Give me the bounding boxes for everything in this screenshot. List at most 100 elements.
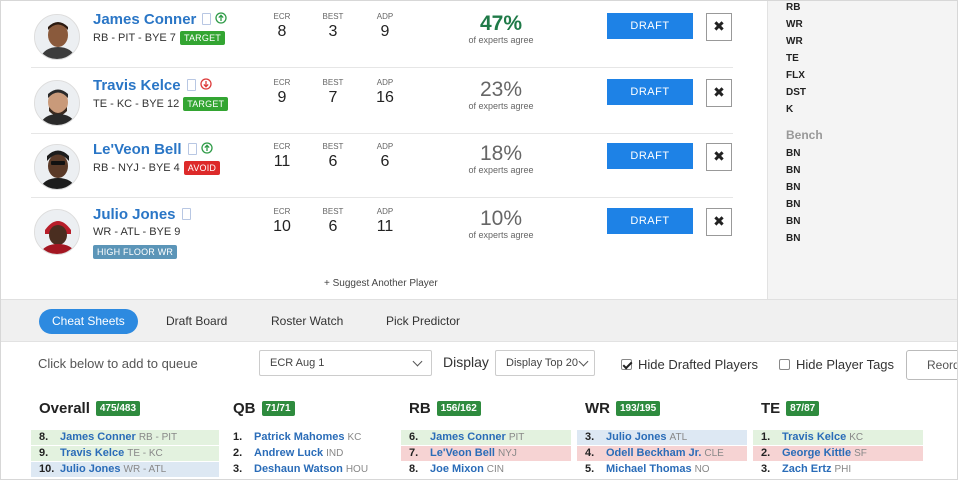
queue-player-name[interactable]: Travis Kelce — [782, 431, 847, 443]
hide-drafted-label[interactable]: Hide Drafted Players — [638, 357, 758, 372]
player-name[interactable]: James Conner — [93, 11, 197, 28]
ecr-value: 11 — [273, 153, 291, 170]
player-avatar — [34, 144, 80, 190]
queue-row[interactable]: 3. Julio Jones ATL — [577, 430, 747, 445]
queue-player-name[interactable]: Andrew Luck — [254, 447, 324, 459]
player-name-link[interactable]: Travis Kelce — [93, 77, 212, 94]
roster-slot: K — [786, 104, 794, 115]
best-value: 3 — [328, 23, 338, 40]
queue-rank: 10. — [39, 463, 55, 475]
queue-player-name[interactable]: James Conner — [60, 431, 136, 443]
bench-slot: BN — [786, 216, 801, 227]
agreement-percent: 10% — [479, 207, 523, 230]
queue-player-name[interactable]: James Conner — [430, 431, 506, 443]
ranking-select-value: ECR Aug 1 — [270, 357, 325, 369]
column-title: QB — [233, 400, 256, 417]
bench-heading: Bench — [786, 128, 823, 142]
high-floor-tag: HIGH FLOOR WR — [93, 245, 178, 259]
hide-tags-label[interactable]: Hide Player Tags — [796, 357, 895, 372]
queue-row[interactable]: 2. George Kittle SF — [753, 446, 923, 461]
adp-value: 6 — [380, 153, 390, 170]
queue-row[interactable]: 3. Zach Ertz PHI — [753, 462, 923, 477]
column-title: WR — [585, 400, 610, 417]
dismiss-icon[interactable]: ✖ — [706, 13, 732, 41]
hide-drafted-checkbox[interactable] — [621, 359, 632, 370]
trend-down-icon — [199, 78, 212, 90]
player-name[interactable]: Le'Veon Bell — [93, 141, 182, 158]
draft-button[interactable]: DRAFT — [607, 143, 693, 169]
ranking-select[interactable]: ECR Aug 1 — [259, 350, 432, 376]
reorder-button[interactable]: Reorder — [906, 350, 957, 380]
queue-player-name[interactable]: George Kittle — [782, 447, 852, 459]
queue-player-name[interactable]: Julio Jones — [606, 431, 667, 443]
queue-player-name[interactable]: Zach Ertz — [782, 463, 832, 475]
ecr-stat: ECR 11 — [262, 142, 302, 171]
roster-slot: WR — [786, 19, 803, 30]
adp-stat: ADP 11 — [365, 207, 405, 236]
suggest-player-link[interactable]: + Suggest Another Player — [324, 278, 438, 289]
queue-row[interactable]: 7. Le'Veon Bell NYJ — [401, 446, 571, 461]
trend-up-icon — [200, 142, 213, 154]
best-stat: BEST 6 — [313, 207, 353, 236]
agreement-caption: of experts agree — [468, 101, 534, 111]
tab-pick-predictor[interactable]: Pick Predictor — [386, 314, 461, 328]
dismiss-icon[interactable]: ✖ — [706, 208, 732, 236]
column-heading-wr: WR 193/195 — [585, 400, 661, 417]
queue-rank: 6. — [409, 431, 419, 443]
queue-team: KC — [347, 432, 362, 443]
queue-team: CLE — [704, 448, 724, 459]
notes-icon[interactable] — [187, 143, 197, 155]
notes-icon[interactable] — [202, 13, 212, 25]
queue-player-name[interactable]: Odell Beckham Jr. — [606, 447, 702, 459]
queue-row[interactable]: 3. Deshaun Watson HOU — [225, 462, 395, 477]
player-name-link[interactable]: Julio Jones — [93, 206, 191, 223]
recommendation-card: Le'Veon Bell RB - NYJ - BYE 4 AVOID ECR 11… — [31, 134, 733, 198]
adp-value: 11 — [376, 218, 394, 235]
ecr-value: 8 — [277, 23, 287, 40]
queue-row[interactable]: 9. Travis Kelce TE - KC — [31, 446, 219, 461]
display-select[interactable]: Display Top 20 — [495, 350, 595, 376]
notes-icon[interactable] — [186, 79, 196, 91]
queue-player-name[interactable]: Le'Veon Bell — [430, 447, 495, 459]
player-name[interactable]: Julio Jones — [93, 206, 176, 223]
player-name-link[interactable]: James Conner — [93, 11, 228, 28]
queue-player-name[interactable]: Deshaun Watson — [254, 463, 343, 475]
roster-slot: WR — [786, 36, 803, 47]
recommendations-panel: James Conner RB - PIT - BYE 7 TARGET ECR 8… — [1, 1, 767, 299]
queue-row[interactable]: 1. Patrick Mahomes KC — [225, 430, 395, 445]
expert-agreement: 18% of experts agree — [451, 143, 551, 176]
queue-row[interactable]: 10. Julio Jones WR - ATL — [31, 462, 219, 477]
draft-button[interactable]: DRAFT — [607, 13, 693, 39]
player-name[interactable]: Travis Kelce — [93, 77, 181, 94]
queue-player-name[interactable]: Michael Thomas — [606, 463, 692, 475]
adp-stat: ADP 6 — [365, 142, 405, 171]
queue-player-name[interactable]: Travis Kelce — [60, 447, 125, 459]
queue-row[interactable]: 8. James Conner RB - PIT — [31, 430, 219, 445]
expert-agreement: 47% of experts agree — [451, 13, 551, 46]
dismiss-icon[interactable]: ✖ — [706, 143, 732, 171]
recommendation-card: James Conner RB - PIT - BYE 7 TARGET ECR 8… — [31, 4, 733, 68]
hide-tags-checkbox[interactable] — [779, 359, 790, 370]
queue-player-name[interactable]: Julio Jones — [60, 463, 121, 475]
queue-team: KC — [849, 432, 864, 443]
notes-icon[interactable] — [181, 208, 191, 220]
queue-row[interactable]: 1. Travis Kelce KC — [753, 430, 923, 445]
display-select-value: Display Top 20 — [506, 357, 578, 369]
tab-roster-watch[interactable]: Roster Watch — [271, 314, 344, 328]
dismiss-icon[interactable]: ✖ — [706, 79, 732, 107]
tab-cheat-sheets[interactable]: Cheat Sheets — [39, 309, 138, 334]
tab-draft-board[interactable]: Draft Board — [166, 314, 228, 328]
queue-row[interactable]: 6. James Conner PIT — [401, 430, 571, 445]
queue-row[interactable]: 2. Andrew Luck IND — [225, 446, 395, 461]
queue-player-name[interactable]: Joe Mixon — [430, 463, 484, 475]
queue-player-name[interactable]: Patrick Mahomes — [254, 431, 345, 443]
draft-button[interactable]: DRAFT — [607, 208, 693, 234]
ecr-value: 9 — [277, 89, 287, 106]
queue-row[interactable]: 4. Odell Beckham Jr. CLE — [577, 446, 747, 461]
agreement-percent: 23% — [479, 78, 523, 101]
queue-team: SF — [854, 448, 867, 459]
player-name-link[interactable]: Le'Veon Bell — [93, 141, 213, 158]
queue-row[interactable]: 5. Michael Thomas NO — [577, 462, 747, 477]
draft-button[interactable]: DRAFT — [607, 79, 693, 105]
queue-row[interactable]: 8. Joe Mixon CIN — [401, 462, 571, 477]
